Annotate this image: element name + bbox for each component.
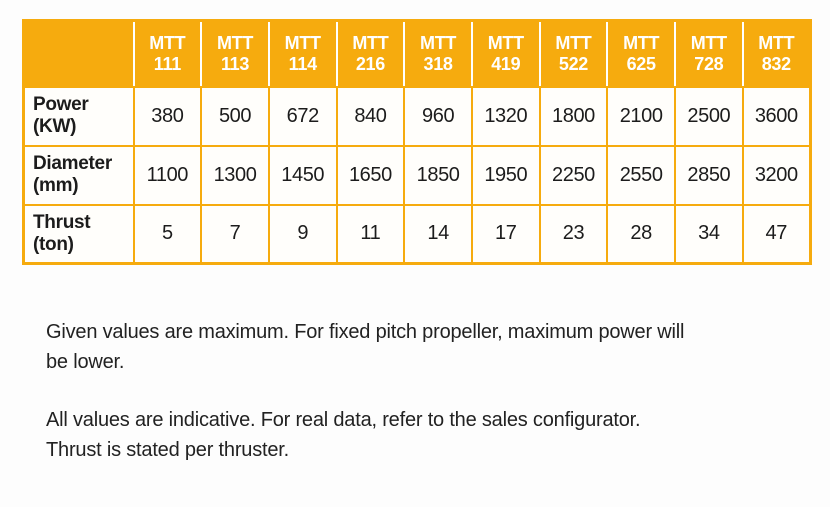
cell-power-mtt-114: 672 [267, 85, 338, 147]
cell-power-mtt-113: 500 [200, 85, 270, 147]
cell-thrust-mtt-113: 7 [200, 203, 270, 265]
thruster-spec-table: MTT 111 MTT 113 MTT 114 MTT 216 MTT 318 … [22, 19, 812, 265]
cell-thrust-mtt-728: 34 [674, 203, 744, 265]
column-header-mtt-419: MTT 419 [470, 20, 540, 88]
corner-cell [23, 20, 134, 88]
column-header-mtt-113: MTT 113 [200, 20, 269, 88]
column-header-mtt-111: MTT 111 [132, 20, 202, 88]
table-row-diameter: Diameter (mm) 1100 1300 1450 1650 1850 1… [22, 144, 812, 206]
table-row-thrust: Thrust (ton) 5 7 9 11 14 17 23 28 34 47 [22, 203, 812, 265]
cell-power-mtt-832: 3600 [741, 85, 812, 147]
cell-thrust-mtt-111: 5 [132, 203, 203, 265]
column-header-mtt-318: MTT 318 [403, 20, 472, 88]
row-label-power: Power (KW) [22, 85, 135, 147]
table-header-row: MTT 111 MTT 113 MTT 114 MTT 216 MTT 318 … [23, 20, 811, 88]
cell-power-mtt-419: 1320 [470, 85, 541, 147]
cell-power-mtt-625: 2100 [606, 85, 676, 147]
cell-power-mtt-111: 380 [132, 85, 203, 147]
row-label-diameter: Diameter (mm) [22, 144, 135, 206]
note-maximum-values: Given values are maximum. For fixed pitc… [46, 321, 685, 373]
row-label-thrust: Thrust (ton) [22, 203, 135, 265]
cell-thrust-mtt-419: 17 [470, 203, 541, 265]
column-header-mtt-114: MTT 114 [267, 20, 337, 88]
cell-diameter-mtt-111: 1100 [132, 144, 203, 206]
cell-power-mtt-728: 2500 [674, 85, 744, 147]
note-indicative-values: All values are indicative. For real data… [46, 409, 641, 461]
column-header-mtt-216: MTT 216 [335, 20, 405, 88]
cell-thrust-mtt-318: 14 [403, 203, 473, 265]
cell-power-mtt-522: 1800 [538, 85, 609, 147]
cell-power-mtt-216: 840 [335, 85, 406, 147]
cell-diameter-mtt-114: 1450 [267, 144, 338, 206]
cell-thrust-mtt-522: 23 [538, 203, 609, 265]
column-header-mtt-728: MTT 728 [674, 20, 743, 88]
cell-power-mtt-318: 960 [403, 85, 473, 147]
cell-diameter-mtt-832: 3200 [741, 144, 812, 206]
cell-diameter-mtt-522: 2250 [538, 144, 609, 206]
table-row-power: Power (KW) 380 500 672 840 960 1320 1800… [22, 85, 812, 147]
column-header-mtt-625: MTT 625 [606, 20, 675, 88]
cell-thrust-mtt-832: 47 [741, 203, 812, 265]
column-header-mtt-522: MTT 522 [538, 20, 608, 88]
cell-thrust-mtt-216: 11 [335, 203, 406, 265]
column-header-mtt-832: MTT 832 [741, 20, 811, 88]
cell-thrust-mtt-114: 9 [267, 203, 338, 265]
cell-diameter-mtt-113: 1300 [200, 144, 270, 206]
cell-diameter-mtt-216: 1650 [335, 144, 406, 206]
cell-diameter-mtt-625: 2550 [606, 144, 676, 206]
cell-thrust-mtt-625: 28 [606, 203, 676, 265]
cell-diameter-mtt-318: 1850 [403, 144, 473, 206]
cell-diameter-mtt-728: 2850 [674, 144, 744, 206]
cell-diameter-mtt-419: 1950 [470, 144, 541, 206]
